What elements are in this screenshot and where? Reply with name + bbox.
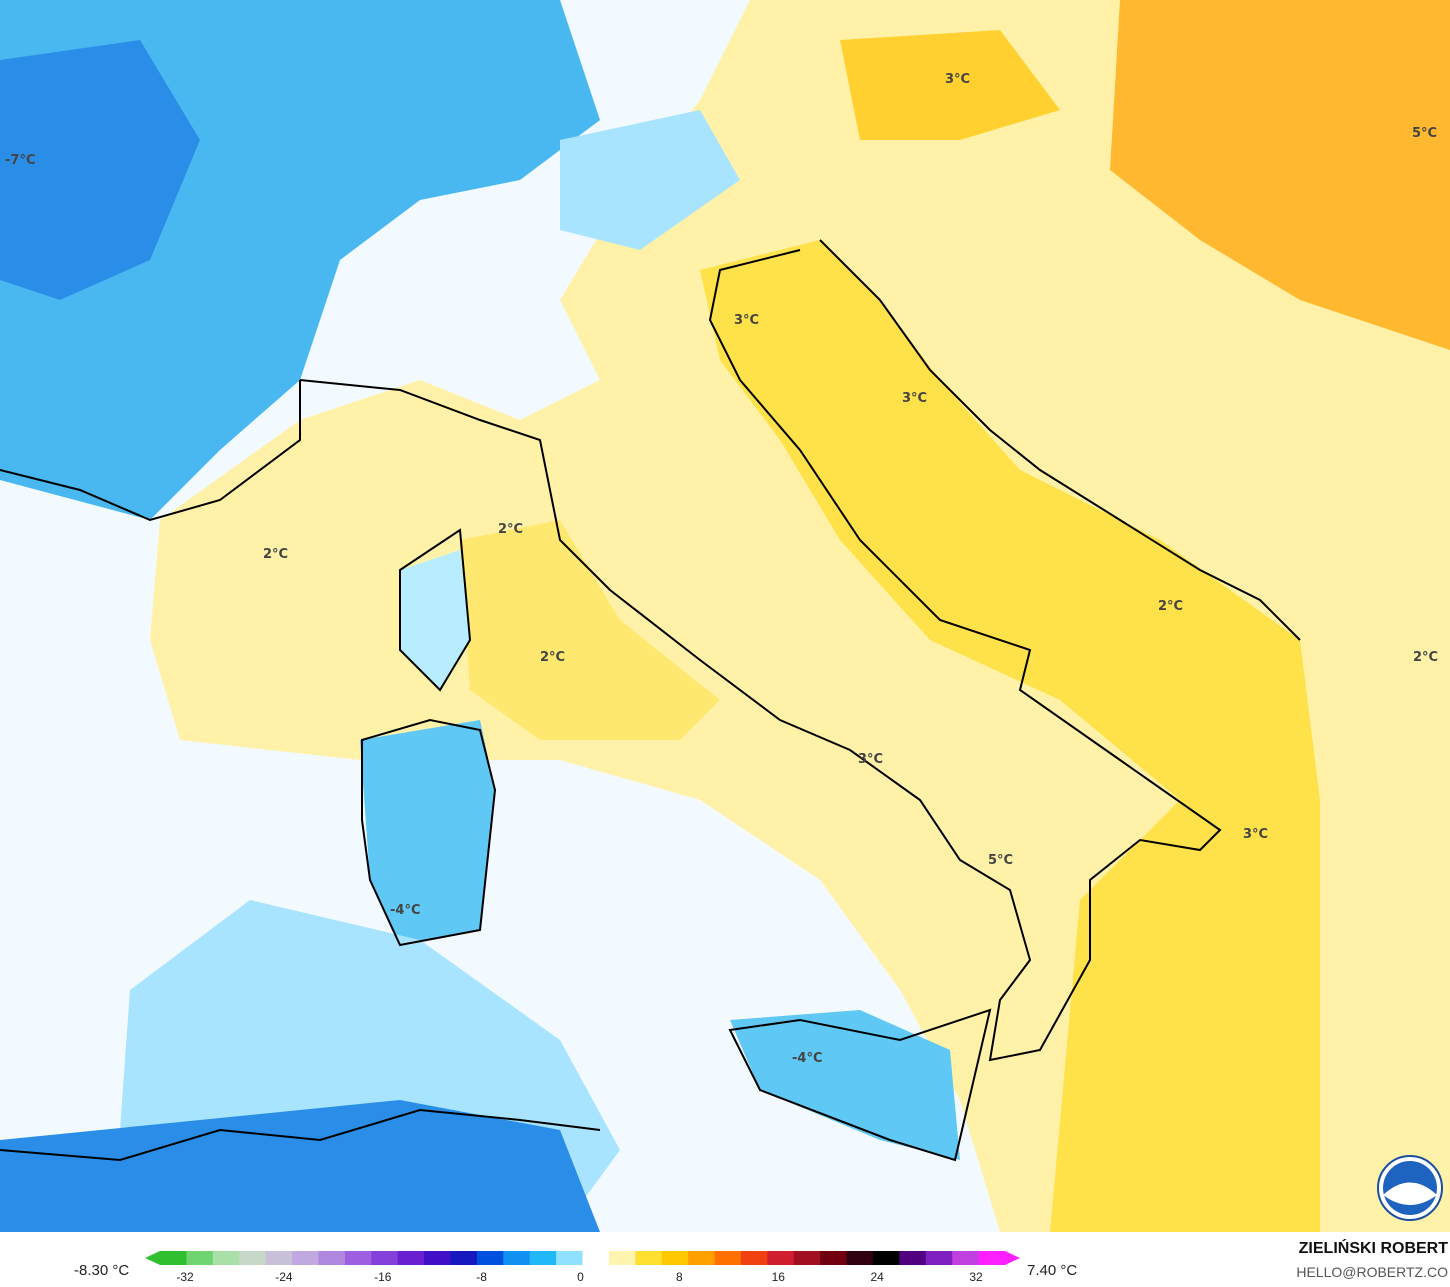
colorbar-swatch <box>635 1251 663 1265</box>
map-label: 5°C <box>1412 126 1437 141</box>
warm-anomaly-austria <box>840 30 1060 140</box>
warm-anomaly-northeast <box>1110 0 1450 350</box>
corsica-coastline <box>399 528 472 692</box>
map-label: 2°C <box>1413 650 1438 665</box>
noaa-logo <box>1377 1155 1443 1221</box>
colorbar-swatch <box>872 1251 900 1265</box>
colorbar-swatch <box>344 1251 372 1265</box>
map-label: 3°C <box>858 752 883 767</box>
cold-anomaly-sicily <box>730 1010 960 1160</box>
colorbar-swatch <box>397 1251 425 1265</box>
france-coastline <box>0 380 301 522</box>
colorbar-swatch <box>186 1251 214 1265</box>
colorbar-swatch <box>688 1251 716 1265</box>
italy-coastline <box>299 249 1222 1062</box>
map-label: 2°C <box>263 547 288 562</box>
colorbar-swatch <box>529 1251 557 1265</box>
colorbar-swatch <box>793 1251 821 1265</box>
colorbar-tick-label: -32 <box>176 1270 194 1284</box>
sicily-coastline <box>728 1008 992 1162</box>
map-label: -7°C <box>5 153 35 168</box>
warm-anomaly-core <box>700 240 1320 1232</box>
legend-min-value: -8.30 °C <box>74 1262 130 1279</box>
colorbar-swatch <box>846 1251 874 1265</box>
colorbar-swatch <box>925 1251 953 1265</box>
croatia-coastline <box>819 239 1301 641</box>
cold-anomaly-sardinia <box>360 720 495 945</box>
map-label: -4°C <box>792 1051 822 1066</box>
colorbar-swatch <box>371 1251 399 1265</box>
colorbar-swatch <box>450 1251 478 1265</box>
colorbar-tick-label: 8 <box>676 1270 683 1284</box>
colorbar-min-arrow <box>145 1251 160 1265</box>
colorbar-swatch <box>661 1251 689 1265</box>
map-label: 3°C <box>734 313 759 328</box>
sardinia-coastline <box>361 718 497 947</box>
colorbar-swatch <box>582 1251 610 1265</box>
colorbar-tick-label: 0 <box>577 1270 584 1284</box>
author-email: HELLO@ROBERTZ.CO <box>1296 1264 1448 1280</box>
colorbar-swatch <box>978 1251 1006 1265</box>
cold-anomaly-africa <box>0 1100 600 1232</box>
map-label: 2°C <box>1158 599 1183 614</box>
map-label: 2°C <box>540 650 565 665</box>
colorbar-swatch <box>503 1251 531 1265</box>
map-label: 3°C <box>902 391 927 406</box>
colorbar-swatch <box>239 1251 267 1265</box>
colorbar-tick-label: 16 <box>771 1270 785 1284</box>
map-label: 2°C <box>498 522 523 537</box>
colorbar-swatch <box>767 1251 795 1265</box>
colorbar-swatch <box>318 1251 346 1265</box>
colorbar-tick-label: 24 <box>870 1270 884 1284</box>
cold-anomaly-france-core <box>0 40 200 300</box>
colorbar-swatch <box>899 1251 927 1265</box>
colorbar-legend: -8.30 °C -32 -24 -16 -8 0 8 16 24 32 7.40 °C ZIE… <box>0 1232 1450 1287</box>
colorbar <box>145 1251 1020 1265</box>
map-label: 5°C <box>988 853 1013 868</box>
colorbar-tick-label: -8 <box>476 1270 487 1284</box>
colorbar-swatch <box>292 1251 319 1265</box>
colorbar-swatch <box>952 1251 980 1265</box>
colorbar-swatch <box>212 1251 240 1265</box>
colorbar-swatch <box>714 1251 742 1265</box>
colorbar-swatch <box>265 1251 293 1265</box>
warm-anomaly-tyrrhenian <box>460 520 720 740</box>
author-credit: ZIELIŃSKI ROBERT <box>1298 1240 1448 1257</box>
colorbar-swatch <box>556 1251 583 1265</box>
colorbar-max-arrow <box>1005 1251 1020 1265</box>
map-label: 3°C <box>945 72 970 87</box>
colorbar-swatch <box>608 1251 636 1265</box>
cold-anomaly-corsica <box>400 550 470 690</box>
temperature-anomaly-map: -7°C 3°C 5°C 3°C 3°C 2°C 2°C 2°C 2°C 2°C… <box>0 0 1450 1232</box>
colorbar-swatch <box>424 1251 451 1265</box>
colorbar-tick-label: -24 <box>275 1270 293 1284</box>
colorbar-tick-label: 32 <box>969 1270 983 1284</box>
colorbar-swatch <box>820 1251 848 1265</box>
colorbar-swatch <box>160 1251 187 1265</box>
map-label: 3°C <box>1243 827 1268 842</box>
colorbar-tick-label: -16 <box>374 1270 392 1284</box>
colorbar-swatch <box>476 1251 504 1265</box>
africa-coastline <box>0 1108 601 1162</box>
cold-anomaly-alps <box>560 110 740 250</box>
legend-max-value: 7.40 °C <box>1027 1262 1078 1279</box>
map-label: -4°C <box>390 903 420 918</box>
colorbar-swatch <box>740 1251 768 1265</box>
